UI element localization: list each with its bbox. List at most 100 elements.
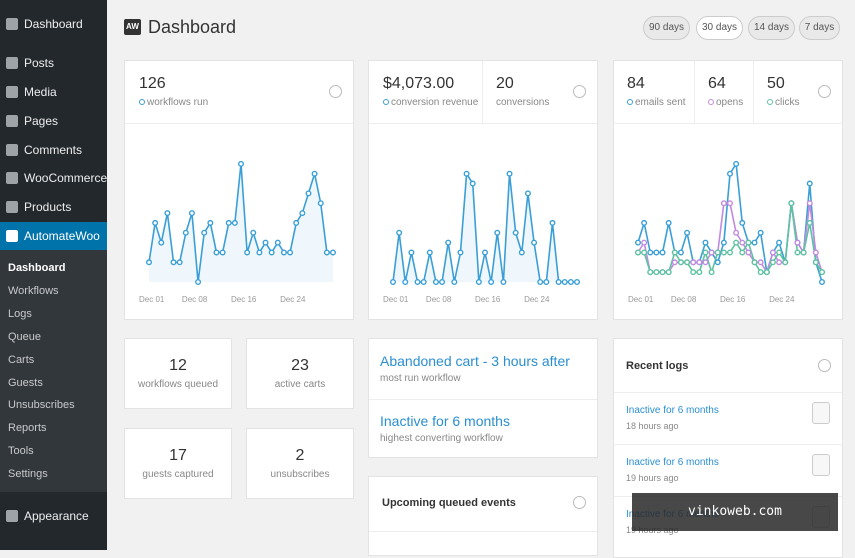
point bbox=[739, 249, 746, 256]
stat-value: 50 bbox=[767, 75, 785, 92]
point bbox=[757, 259, 764, 266]
submenu-item[interactable]: Unsubscribes bbox=[8, 399, 75, 412]
point bbox=[763, 269, 770, 276]
submenu-item[interactable]: Settings bbox=[8, 468, 48, 481]
card-divider bbox=[614, 123, 842, 124]
point bbox=[146, 259, 153, 266]
point bbox=[164, 210, 171, 217]
arrow-button[interactable] bbox=[818, 85, 831, 98]
menu-icon bbox=[6, 172, 18, 184]
point bbox=[714, 259, 721, 266]
point bbox=[531, 239, 538, 246]
point bbox=[720, 249, 727, 256]
x-tick-label: Dec 08 bbox=[182, 295, 208, 304]
point bbox=[690, 259, 697, 266]
log-title[interactable]: Inactive for 6 months bbox=[626, 457, 719, 468]
point bbox=[311, 170, 318, 177]
x-tick-label: Dec 24 bbox=[524, 295, 550, 304]
submenu-item[interactable]: Tools bbox=[8, 445, 34, 458]
range-button[interactable]: 7 days bbox=[799, 16, 840, 40]
point bbox=[426, 249, 433, 256]
menu-item[interactable]: AutomateWoo bbox=[0, 222, 107, 250]
divider bbox=[614, 392, 842, 393]
menu-item[interactable]: WooCommerce bbox=[0, 164, 107, 192]
point bbox=[408, 249, 415, 256]
menu-item[interactable]: Pages bbox=[0, 107, 107, 135]
point bbox=[769, 259, 776, 266]
point bbox=[776, 239, 783, 246]
point bbox=[457, 249, 464, 256]
submenu-item[interactable]: Carts bbox=[8, 353, 35, 366]
point bbox=[451, 278, 458, 285]
submenu: Dashboard Workflows Logs Queue Carts Guests Un… bbox=[0, 250, 107, 492]
submenu-item[interactable]: Queue bbox=[8, 330, 42, 343]
menu-icon bbox=[6, 115, 18, 127]
submenu-item[interactable]: Workflows bbox=[8, 284, 59, 297]
area bbox=[393, 173, 577, 282]
stat-label: clicks bbox=[767, 97, 799, 108]
point bbox=[561, 278, 568, 285]
stat-label: conversions bbox=[496, 97, 550, 108]
point bbox=[696, 259, 703, 266]
menu-item[interactable]: Comments bbox=[0, 136, 107, 164]
highlight-card: Abandoned cart - 3 hours after most run w… bbox=[368, 338, 598, 458]
view-button[interactable] bbox=[812, 454, 830, 476]
point bbox=[708, 249, 715, 256]
point bbox=[635, 239, 642, 246]
point bbox=[305, 190, 312, 197]
point bbox=[176, 259, 183, 266]
arrow-button[interactable] bbox=[329, 85, 342, 98]
menu-icon bbox=[6, 86, 18, 98]
point bbox=[225, 219, 232, 226]
arrow-button[interactable] bbox=[573, 496, 586, 509]
submenu-item[interactable]: Dashboard bbox=[8, 262, 66, 274]
point bbox=[745, 249, 752, 256]
point bbox=[726, 200, 733, 207]
view-button[interactable] bbox=[812, 402, 830, 424]
x-tick-label: Dec 01 bbox=[383, 295, 409, 304]
submenu-item[interactable]: Reports bbox=[8, 422, 47, 435]
arrow-button[interactable] bbox=[573, 85, 586, 98]
point bbox=[170, 259, 177, 266]
highlight-title[interactable]: Abandoned cart - 3 hours after bbox=[380, 353, 570, 369]
menu-item[interactable]: Media bbox=[0, 78, 107, 106]
stat-card: 17 guests captured bbox=[124, 428, 232, 499]
highlight-title[interactable]: Inactive for 6 months bbox=[380, 413, 510, 429]
point bbox=[641, 239, 648, 246]
point bbox=[573, 278, 580, 285]
range-button[interactable]: 90 days bbox=[643, 16, 690, 40]
point bbox=[188, 210, 195, 217]
menu-icon bbox=[6, 201, 18, 213]
point bbox=[653, 269, 660, 276]
menu-item[interactable]: Products bbox=[0, 193, 107, 221]
legend-dot bbox=[139, 99, 145, 105]
point bbox=[555, 278, 562, 285]
submenu-item[interactable]: Logs bbox=[8, 307, 32, 320]
point bbox=[806, 219, 813, 226]
point bbox=[494, 229, 501, 236]
legend-dot bbox=[708, 99, 714, 105]
divider bbox=[369, 399, 597, 400]
menu-item[interactable]: Appearance bbox=[0, 502, 107, 530]
point bbox=[329, 249, 336, 256]
point bbox=[445, 239, 452, 246]
point bbox=[812, 259, 819, 266]
range-button[interactable]: 30 days bbox=[696, 16, 743, 40]
stat-card: 2 unsubscribes bbox=[246, 428, 354, 499]
log-title[interactable]: Inactive for 6 months bbox=[626, 405, 719, 416]
card-divider bbox=[369, 123, 597, 124]
point bbox=[665, 219, 672, 226]
point bbox=[812, 249, 819, 256]
menu-item[interactable]: Posts bbox=[0, 49, 107, 77]
menu-icon bbox=[6, 510, 18, 522]
point bbox=[237, 160, 244, 167]
menu-item[interactable]: Dashboard bbox=[0, 10, 107, 38]
arrow-button[interactable] bbox=[818, 359, 831, 372]
submenu-item[interactable]: Guests bbox=[8, 376, 43, 389]
x-tick-label: Dec 24 bbox=[769, 295, 795, 304]
stat-label: emails sent bbox=[627, 97, 686, 108]
point bbox=[671, 249, 678, 256]
x-tick-label: Dec 16 bbox=[720, 295, 746, 304]
x-tick-label: Dec 16 bbox=[231, 295, 257, 304]
range-button[interactable]: 14 days bbox=[748, 16, 795, 40]
